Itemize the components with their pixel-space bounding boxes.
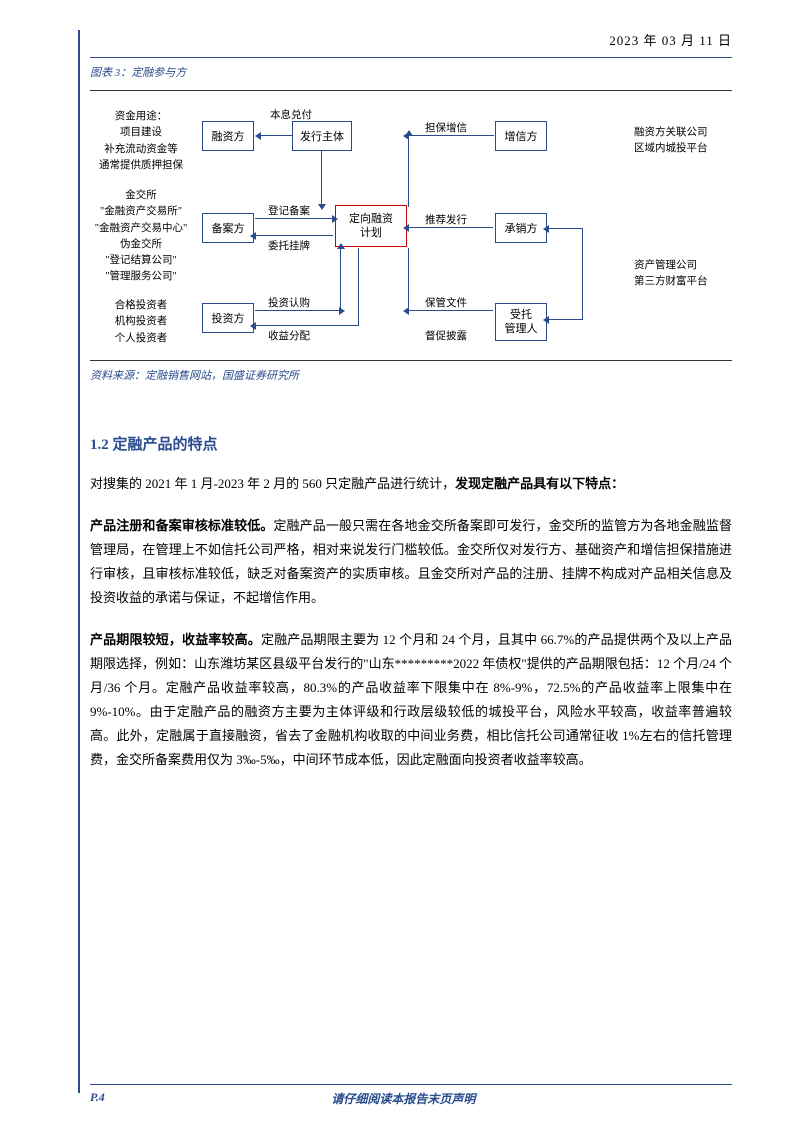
page-date: 2023 年 03 月 11 日 bbox=[90, 30, 732, 49]
side-zengxin: 融资方关联公司 区域内城投平台 bbox=[634, 125, 732, 158]
st: 伪金交所 bbox=[90, 237, 192, 253]
node-chengxiao: 承销方 bbox=[495, 213, 547, 243]
lbl-tz: 投资认购 bbox=[268, 295, 310, 310]
arrow bbox=[255, 235, 333, 236]
st: "管理服务公司" bbox=[90, 269, 192, 285]
arrow bbox=[255, 310, 340, 311]
arrow bbox=[548, 319, 583, 320]
st: 机构投资者 bbox=[90, 314, 192, 330]
st: 项目建设 bbox=[90, 125, 192, 141]
arrow bbox=[408, 248, 409, 311]
st: 合格投资者 bbox=[90, 298, 192, 314]
node-beian: 备案方 bbox=[202, 213, 254, 243]
node-touzi: 投资方 bbox=[202, 303, 254, 333]
lbl-dj: 登记备案 bbox=[268, 203, 310, 218]
lbl-tj: 推荐发行 bbox=[425, 212, 467, 227]
p1b: 发现定融产品具有以下特点： bbox=[455, 476, 624, 491]
arrow bbox=[321, 151, 322, 205]
st: "金融资产交易所" bbox=[90, 204, 192, 220]
flowchart: 资金用途： 项目建设 补充流动资金等 通常提供质押担保 金交所 "金融资产交易所… bbox=[90, 103, 732, 348]
st: 个人投资者 bbox=[90, 331, 192, 347]
node-zengxin: 增信方 bbox=[495, 121, 547, 151]
arrow bbox=[255, 325, 358, 326]
st: 区域内城投平台 bbox=[634, 141, 732, 157]
p1a: 对搜集的 2021 年 1 月-2023 年 2 月的 560 只定融产品进行统… bbox=[90, 476, 455, 491]
footer-disclaimer: 请仔细阅读本报告末页声明 bbox=[331, 1090, 475, 1107]
side-chengxiao: 资产管理公司 第三方财富平台 bbox=[634, 258, 732, 291]
node-center: 定向融资 计划 bbox=[335, 205, 407, 247]
side-beian: 金交所 "金融资产交易所" "金融资产交易中心" 伪金交所 "登记结算公司" "… bbox=[90, 188, 192, 286]
st: "金融资产交易中心" bbox=[90, 221, 192, 237]
lbl-dc: 督促披露 bbox=[425, 328, 467, 343]
lbl-db: 担保增信 bbox=[425, 120, 467, 135]
st: 受托 bbox=[510, 308, 532, 322]
arrow bbox=[408, 135, 409, 207]
top-rule bbox=[90, 57, 732, 58]
paragraph-2: 产品注册和备案审核标准较低。定融产品一般只需在各地金交所备案即可发行，金交所的监… bbox=[90, 514, 732, 610]
arrow bbox=[582, 228, 583, 320]
st: 定向融资 bbox=[349, 212, 393, 226]
st: 金交所 bbox=[90, 188, 192, 204]
left-margin-rule bbox=[78, 30, 80, 1093]
figure-caption: 图表 3：定融参与方 bbox=[90, 64, 732, 80]
lbl-bx: 本息兑付 bbox=[270, 107, 312, 122]
lbl-wt: 委托挂牌 bbox=[268, 238, 310, 253]
section-title: 1.2 定融产品的特点 bbox=[90, 433, 732, 454]
lbl-sy: 收益分配 bbox=[268, 328, 310, 343]
st: 资金用途： bbox=[90, 109, 192, 125]
st: 资产管理公司 bbox=[634, 258, 732, 274]
st: 管理人 bbox=[505, 322, 538, 336]
document-page: 2023 年 03 月 11 日 图表 3：定融参与方 资金用途： 项目建设 补… bbox=[0, 0, 802, 1133]
page-footer: P.4 请仔细阅读本报告末页声明 bbox=[0, 1084, 802, 1107]
side-touzi: 合格投资者 机构投资者 个人投资者 bbox=[90, 298, 192, 347]
node-faxing: 发行主体 bbox=[292, 121, 352, 151]
lbl-bg: 保管文件 bbox=[425, 295, 467, 310]
page-number: P.4 bbox=[90, 1090, 105, 1107]
arrow bbox=[358, 248, 359, 326]
p2h: 产品注册和备案审核标准较低。 bbox=[90, 518, 273, 533]
st: 第三方财富平台 bbox=[634, 274, 732, 290]
p3b: 定融产品期限主要为 12 个月和 24 个月，且其中 66.7%的产品提供两个及… bbox=[90, 632, 732, 767]
footer-rule bbox=[90, 1084, 732, 1085]
st: 通常提供质押担保 bbox=[90, 158, 192, 174]
node-aituo: 受托 管理人 bbox=[495, 303, 547, 341]
arrow bbox=[260, 135, 292, 136]
st: 融资方关联公司 bbox=[634, 125, 732, 141]
arrow bbox=[408, 310, 493, 311]
st: 计划 bbox=[360, 226, 382, 240]
arrow bbox=[408, 135, 494, 136]
arrow bbox=[255, 218, 333, 219]
st: 补充流动资金等 bbox=[90, 142, 192, 158]
side-rongzi: 资金用途： 项目建设 补充流动资金等 通常提供质押担保 bbox=[90, 109, 192, 174]
arrow bbox=[340, 248, 341, 311]
figure-source: 资料来源：定融销售网站，国盛证券研究所 bbox=[90, 367, 732, 383]
st: "登记结算公司" bbox=[90, 253, 192, 269]
paragraph-1: 对搜集的 2021 年 1 月-2023 年 2 月的 560 只定融产品进行统… bbox=[90, 472, 732, 496]
arrow bbox=[408, 227, 493, 228]
diagram-container: 资金用途： 项目建设 补充流动资金等 通常提供质押担保 金交所 "金融资产交易所… bbox=[90, 90, 732, 361]
p3h: 产品期限较短，收益率较高。 bbox=[90, 632, 261, 647]
node-rongzi: 融资方 bbox=[202, 121, 254, 151]
paragraph-3: 产品期限较短，收益率较高。定融产品期限主要为 12 个月和 24 个月，且其中 … bbox=[90, 628, 732, 772]
arrow bbox=[548, 228, 583, 229]
